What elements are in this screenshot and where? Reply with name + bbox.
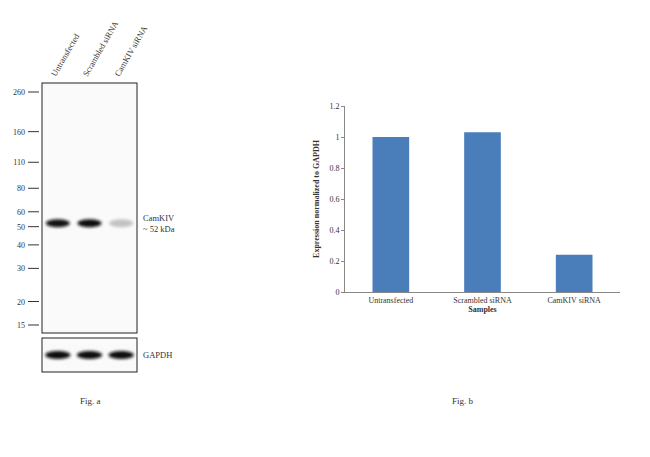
svg-text:CamKIV siRNA: CamKIV siRNA bbox=[547, 296, 601, 305]
svg-text:50: 50 bbox=[17, 223, 25, 232]
html-text:Fig. a: Fig. a bbox=[80, 396, 101, 406]
svg-text:15: 15 bbox=[17, 321, 25, 330]
svg-text:0.4: 0.4 bbox=[329, 226, 339, 235]
svg-text:Untransfected: Untransfected bbox=[49, 31, 82, 78]
svg-text:CamKIV siRNA: CamKIV siRNA bbox=[112, 23, 149, 78]
svg-text:260: 260 bbox=[13, 88, 25, 97]
svg-text:80: 80 bbox=[17, 184, 25, 193]
svg-text:30: 30 bbox=[17, 264, 25, 273]
svg-text:Scrambled siRNA: Scrambled siRNA bbox=[453, 296, 512, 305]
svg-text:0.6: 0.6 bbox=[329, 195, 339, 204]
svg-text:160: 160 bbox=[13, 128, 25, 137]
svg-text:Scrambled siRNA: Scrambled siRNA bbox=[80, 19, 121, 78]
svg-text:GAPDH: GAPDH bbox=[143, 350, 172, 360]
svg-text:0: 0 bbox=[335, 288, 339, 297]
svg-text:60: 60 bbox=[17, 208, 25, 217]
html-text:Fig. b: Fig. b bbox=[452, 396, 473, 406]
svg-text:40: 40 bbox=[17, 241, 25, 250]
svg-text:110: 110 bbox=[13, 158, 25, 167]
svg-text:0.2: 0.2 bbox=[329, 257, 339, 266]
svg-text:~ 52 kDa: ~ 52 kDa bbox=[143, 224, 175, 234]
svg-text:CamKIV: CamKIV bbox=[143, 213, 175, 223]
svg-text:Samples: Samples bbox=[468, 305, 496, 314]
svg-text:1.2: 1.2 bbox=[329, 102, 339, 111]
svg-text:Expression normalized to GAPDH: Expression normalized to GAPDH bbox=[312, 139, 321, 258]
svg-text:0.8: 0.8 bbox=[329, 164, 339, 173]
svg-text:1: 1 bbox=[335, 133, 339, 142]
svg-text:20: 20 bbox=[17, 298, 25, 307]
svg-text:Untransfected: Untransfected bbox=[368, 296, 413, 305]
